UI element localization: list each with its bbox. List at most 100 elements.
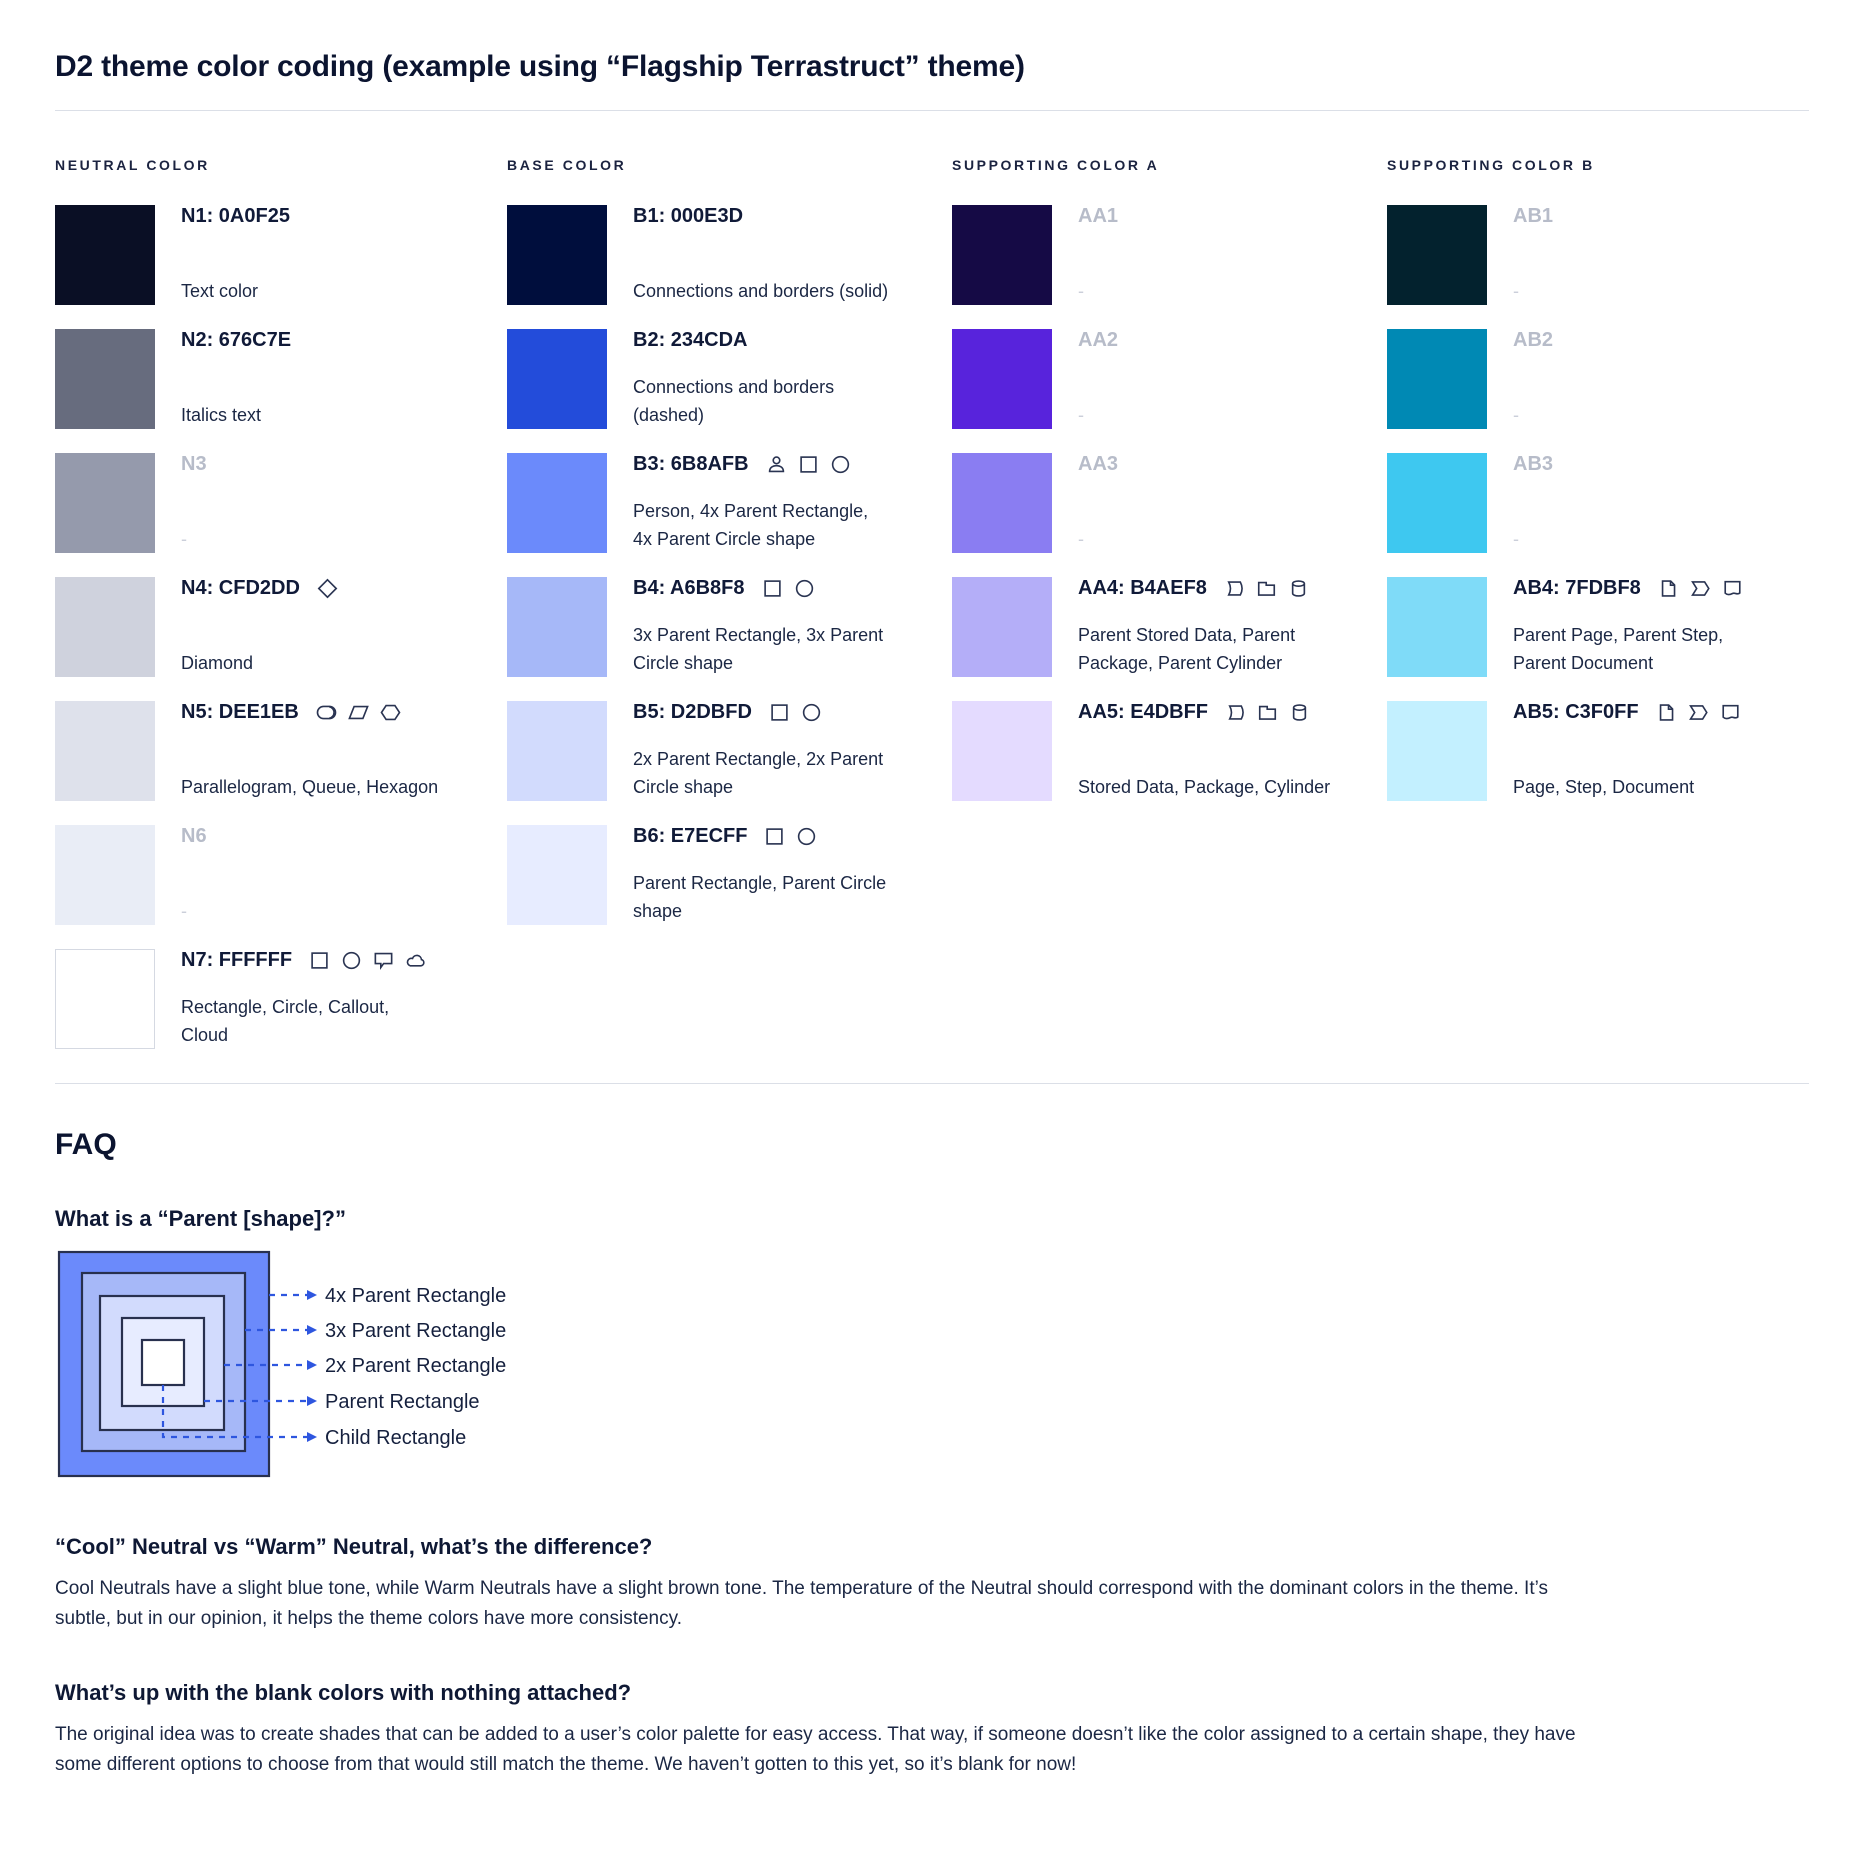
swatch-item: N7: FFFFFF Rectangle, Circle, Callout, Cl… [55,949,507,1049]
swatch-desc: Italics text [181,405,262,425]
circle-icon [795,579,813,598]
page-title: D2 theme color coding (example using “Fl… [55,50,1025,83]
swatch-item: AB1 - [1387,205,1809,305]
swatch-desc: Stored Data, Package, Cylinder [1078,777,1331,797]
arrowhead-2x [307,1360,317,1370]
swatch-text: B4: A6B8F8 3x Parent Rectangle, 3x Parent… [633,577,891,677]
swatch-title: AA1 [1078,205,1119,227]
color-swatch [507,205,607,305]
arrowhead-child [307,1432,317,1442]
swatch-item: AB3 - [1387,453,1809,553]
swatch-desc: Parallelogram, Queue, Hexagon [181,777,439,797]
swatch-title-row: AA5: E4DBFF [1078,701,1330,724]
swatch-desc: Parent Stored Data, Parent Package, Pare… [1078,625,1296,673]
swatch-title: B5: D2DBFD [633,701,752,723]
shape-icons [316,577,339,600]
swatch-title: B2: 234CDA [633,329,748,351]
rectangle-icon [766,828,784,845]
swatch-item: N4: CFD2DD Diamond [55,577,507,677]
swatch-title-row: N5: DEE1EB [181,701,438,724]
swatch-text: AB4: 7FDBF8 Parent Page, Parent Step, Par… [1513,577,1771,677]
swatch-title-row: AB3 [1513,453,1553,476]
shape-icons [765,453,852,476]
swatch-title: AA4: B4AEF8 [1078,577,1207,599]
section-divider [55,1083,1809,1084]
swatch-desc: Connections and borders (dashed) [633,377,835,425]
palette-column-2: BASE COLOR B1: 000E3D Connections and bord… [507,157,952,1073]
color-swatch [55,329,155,429]
parallelogram-icon [348,705,369,720]
column-header: SUPPORTING COLOR A [952,157,1160,173]
callout-icon [374,952,393,971]
swatch-title-row: AA1 [1078,205,1118,228]
shape-icons [761,577,816,600]
faq-question-blank-colors: What’s up with the blank colors with not… [55,1680,632,1705]
swatch-text: AA1 - [1078,205,1118,305]
page-icon [1661,580,1676,597]
diagram-label-4x: 4x Parent Rectangle [325,1285,506,1307]
color-swatch [55,701,155,801]
swatch-title-row: AB1 [1513,205,1553,228]
swatch-title-row: AB4: 7FDBF8 [1513,577,1771,600]
swatch-text: N6 - [181,825,207,925]
swatch-title: B1: 000E3D [633,205,744,227]
color-swatch [1387,453,1487,553]
swatch-title: B4: A6B8F8 [633,577,745,599]
color-swatch [55,825,155,925]
swatch-desc: - [1078,405,1084,425]
rectangle-icon [799,456,817,473]
color-swatch [952,453,1052,553]
swatch-item: N2: 676C7E Italics text [55,329,507,429]
swatch-title-row: N2: 676C7E [181,329,291,352]
color-swatch [507,577,607,677]
swatch-title: AB5: C3F0FF [1513,701,1639,723]
cylinder-icon [1292,704,1307,721]
swatch-title-row: AB2 [1513,329,1553,352]
circle-icon [831,455,849,474]
swatch-title: AB2 [1513,329,1554,351]
palette-grid: NEUTRAL COLOR N1: 0A0F25 Text color N2: 676… [55,157,1809,1073]
document-icon [1724,580,1741,596]
swatch-title: N4: CFD2DD [181,577,300,599]
swatch-desc: Parent Rectangle, Parent Circle shape [633,873,887,921]
swatch-title-row: B2: 234CDA [633,329,891,352]
color-swatch [507,825,607,925]
hexagon-icon [380,704,401,721]
swatch-title-row: AB5: C3F0FF [1513,701,1742,724]
swatch-title: N3 [181,453,207,475]
package-icon [1257,581,1275,596]
color-swatch [55,205,155,305]
swatch-desc: Page, Step, Document [1513,777,1695,797]
swatch-text: B2: 234CDA Connections and borders (dashe… [633,329,891,429]
swatch-title: AB1 [1513,205,1554,227]
diagram-label-parent: Parent Rectangle [325,1391,480,1413]
queue-icon [316,705,337,720]
swatch-title: B3: 6B8AFB [633,453,749,475]
top-divider [55,110,1809,111]
stored-data-icon [1227,581,1243,596]
diagram-label-2x: 2x Parent Rectangle [325,1355,506,1377]
color-swatch [1387,577,1487,677]
swatch-title-row: B6: E7ECFF [633,825,891,848]
swatch-text: B6: E7ECFF Parent Rectangle, Parent Circl… [633,825,891,925]
swatch-item: AA4: B4AEF8 Parent Stored Data, Parent Pa… [952,577,1387,677]
rectangle-icon [763,580,781,597]
swatch-desc: - [1513,281,1519,301]
swatch-title-row: B3: 6B8AFB [633,453,891,476]
swatch-item: N3 - [55,453,507,553]
swatch-desc: 3x Parent Rectangle, 3x Parent Circle sh… [633,625,884,673]
parent-shape-diagram: 4x Parent Rectangle 3x Parent Rectangle … [57,1250,506,1478]
swatch-title-row: B1: 000E3D [633,205,888,228]
swatch-item: B2: 234CDA Connections and borders (dashe… [507,329,952,429]
swatch-item: AA1 - [952,205,1387,305]
color-swatch [55,577,155,677]
rectangle-icon [771,704,788,721]
swatch-title: AB3 [1513,453,1554,475]
swatch-text: AB2 - [1513,329,1553,429]
swatch-desc: - [1078,529,1084,549]
swatch-text: B5: D2DBFD 2x Parent Rectangle, 2x Parent… [633,701,891,801]
faq-answer-cool-vs-warm: Cool Neutrals have a slight blue tone, w… [55,1578,1548,1629]
shape-icons [1224,701,1311,724]
swatch-desc: Person, 4x Parent Rectangle, 4x Parent C… [633,501,869,549]
circle-icon [802,703,821,722]
